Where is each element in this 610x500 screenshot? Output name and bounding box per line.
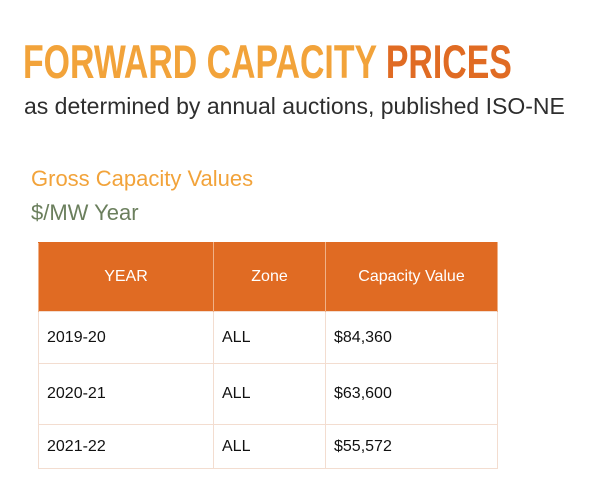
table-cell-zone: ALL — [213, 363, 326, 425]
table-cell-capacity-value: $63,600 — [325, 363, 498, 425]
table-header-year: YEAR — [38, 242, 214, 312]
table-cell-capacity-value: $84,360 — [325, 311, 498, 364]
table-row: 2021-22 ALL $55,572 — [38, 424, 498, 469]
table-cell-year: 2021-22 — [38, 424, 214, 469]
table-row: 2019-20 ALL $84,360 — [38, 311, 498, 364]
title-part-forward-capacity: FORWARD CAPACITY — [23, 35, 386, 88]
table-cell-year: 2020-21 — [38, 363, 214, 425]
table-cell-zone: ALL — [213, 424, 326, 469]
section-title: Gross Capacity Values — [31, 166, 254, 191]
section-unit: $/MW Year — [31, 200, 139, 225]
capacity-table: YEAR Zone Capacity Value 2019-20 ALL $84… — [38, 242, 498, 469]
table-row: 2020-21 ALL $63,600 — [38, 363, 498, 425]
table-header-zone: Zone — [213, 242, 326, 312]
table-header-row: YEAR Zone Capacity Value — [38, 242, 498, 312]
table-cell-capacity-value: $55,572 — [325, 424, 498, 469]
table-cell-zone: ALL — [213, 311, 326, 364]
table-cell-year: 2019-20 — [38, 311, 214, 364]
title-part-prices: PRICES — [385, 35, 512, 88]
table-header-capacity-value: Capacity Value — [325, 242, 498, 312]
page-subtitle: as determined by annual auctions, publis… — [24, 93, 565, 119]
page-title: FORWARD CAPACITY PRICES — [23, 36, 512, 88]
